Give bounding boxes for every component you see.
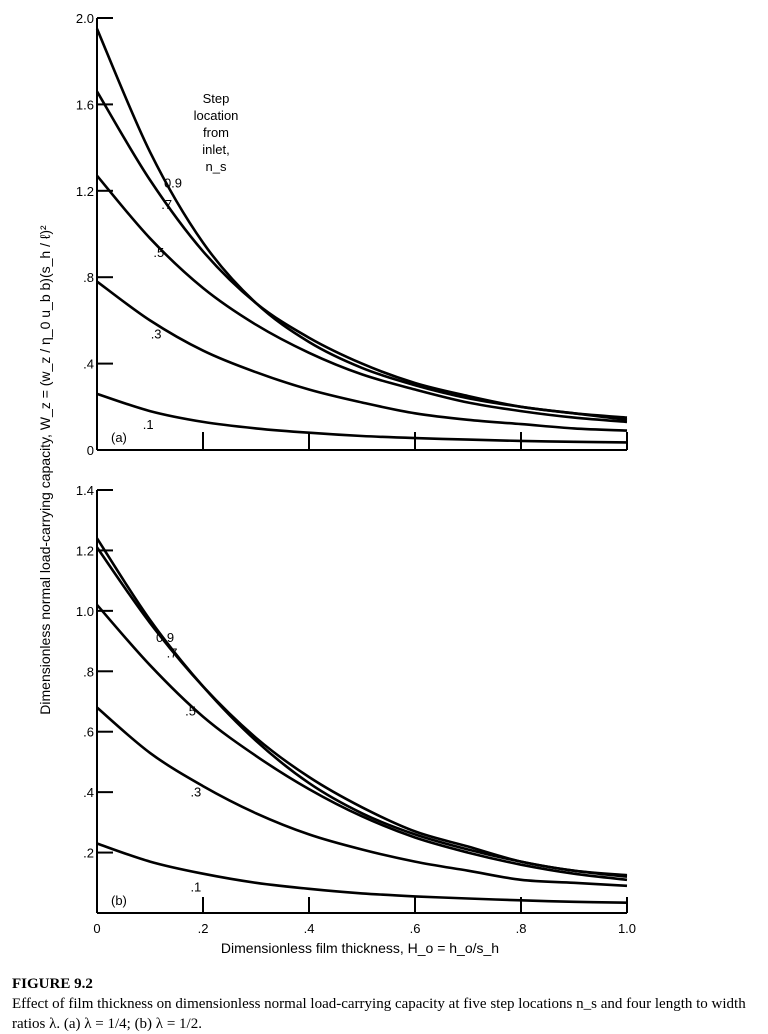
series-line: [95, 546, 628, 878]
series-line: [95, 90, 628, 422]
y-tick-label: 1.2: [76, 543, 94, 558]
series-line: [95, 537, 628, 877]
series-label: .7: [161, 197, 172, 212]
series-label: 0.9: [156, 630, 174, 645]
series-line: [96, 842, 628, 904]
series-label: .5: [185, 703, 196, 718]
panel-label: (b): [111, 893, 127, 908]
figure-caption: FIGURE 9.2 Effect of film thickness on d…: [12, 974, 762, 1034]
legend-title-line: inlet,: [202, 142, 229, 157]
panel-label: (a): [111, 430, 127, 445]
y-tick-label: 1.6: [76, 97, 94, 112]
series-label: 0.9: [164, 176, 182, 191]
series-label: .3: [190, 784, 201, 799]
x-axis-title: Dimensionless film thickness, H_o = h_o/…: [221, 940, 499, 956]
caption-text: Effect of film thickness on dimensionles…: [12, 996, 746, 1032]
series-line: [96, 603, 628, 882]
x-tick-label: .8: [516, 921, 527, 936]
legend-title-line: location: [194, 108, 239, 123]
y-tick-label: .4: [83, 357, 94, 372]
y-tick-label: .8: [83, 664, 94, 679]
series-label: .7: [167, 646, 178, 661]
y-tick-label: 2.0: [76, 11, 94, 26]
y-tick-label: .4: [83, 785, 94, 800]
caption-heading: FIGURE 9.2: [12, 976, 93, 992]
series-line: [96, 174, 628, 424]
series-label: .5: [153, 245, 164, 260]
series-label: .1: [190, 879, 201, 894]
y-tick-label: 1.4: [76, 483, 94, 498]
series-line: [95, 28, 628, 419]
y-axis-title: Dimensionless normal load-carrying capac…: [37, 225, 53, 715]
series-line: [96, 706, 628, 888]
x-tick-label: 1.0: [618, 921, 636, 936]
panel-b-chart: .2 .4 .6 .8 1.0 1.2 1.4 0 .2 .4 .6 .8 1.0 0.9.7 .5 .3 .1…: [76, 483, 636, 936]
series-line: [96, 392, 628, 444]
figure: 0.4.81.21.62.00.9.7.5.3.1(a)Steplocation…: [37, 11, 636, 956]
y-tick-label: .2: [83, 846, 94, 861]
series-label: .3: [151, 327, 162, 342]
x-tick-label: .6: [410, 921, 421, 936]
series-line: [96, 280, 628, 432]
y-tick-label: 1.0: [76, 604, 94, 619]
y-tick-label: .6: [83, 725, 94, 740]
series-label: .1: [143, 417, 154, 432]
y-tick-label: 0: [87, 443, 94, 458]
y-tick-label: .8: [83, 270, 94, 285]
legend-title-line: Step: [203, 91, 230, 106]
x-tick-label: 0: [93, 921, 100, 936]
y-tick-label: 1.2: [76, 184, 94, 199]
x-tick-label: .2: [198, 921, 209, 936]
legend-title-line: n_s: [206, 159, 227, 174]
panel-a-chart: 0 .4 .8 1.2 1.6 2.0 0.9 .7 .5 .3 .1 (a) Step location…: [76, 11, 628, 458]
x-tick-label: .4: [304, 921, 315, 936]
legend-title-line: from: [203, 125, 229, 140]
